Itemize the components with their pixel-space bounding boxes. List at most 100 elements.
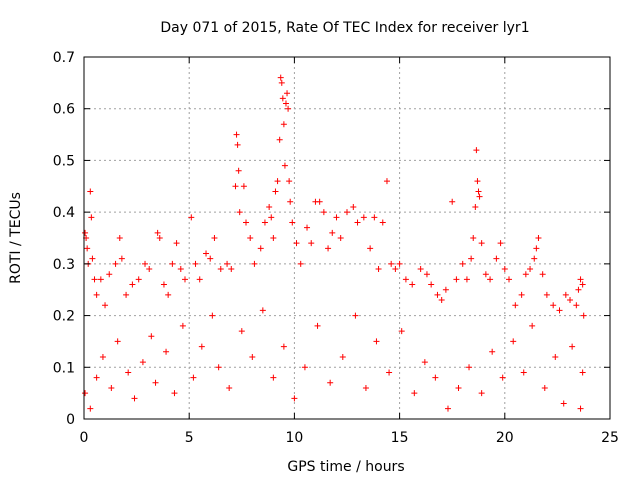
data-point — [482, 271, 489, 278]
data-point — [301, 364, 308, 371]
data-point — [123, 291, 130, 298]
data-point — [247, 235, 254, 241]
data-point — [116, 235, 123, 241]
data-point — [417, 266, 424, 273]
data-point — [207, 255, 214, 262]
data-point — [146, 266, 153, 273]
data-point — [438, 297, 445, 304]
grid — [84, 57, 610, 419]
data-point — [476, 193, 483, 200]
data-point — [280, 121, 287, 128]
data-point — [398, 328, 405, 335]
x-tick-label: 10 — [285, 430, 303, 446]
data-point — [354, 219, 361, 226]
y-tick-label: 0.4 — [53, 205, 75, 221]
data-point — [550, 302, 557, 309]
data-point — [577, 276, 584, 283]
data-point — [249, 353, 256, 360]
data-point — [114, 338, 121, 345]
data-point — [238, 328, 245, 335]
data-point — [327, 379, 334, 386]
data-point — [455, 384, 462, 391]
data-point — [474, 178, 481, 185]
y-axis-label: ROTI / TECUs — [8, 192, 24, 284]
data-point — [386, 369, 393, 376]
data-point — [533, 245, 540, 252]
data-point — [527, 266, 534, 273]
data-point — [344, 209, 350, 216]
data-point — [277, 74, 284, 81]
y-tick-label: 0.3 — [53, 257, 75, 273]
data-point — [279, 95, 286, 102]
data-point — [268, 214, 275, 221]
data-point — [562, 291, 569, 298]
data-point — [91, 276, 98, 283]
y-tick-label: 0.7 — [53, 50, 75, 66]
data-point — [560, 400, 567, 407]
data-point — [240, 183, 247, 190]
data-point — [190, 374, 197, 381]
data-point — [388, 260, 395, 267]
y-tick-label: 0 — [66, 412, 75, 428]
data-point — [539, 271, 546, 278]
y-tick-label: 0.6 — [53, 102, 75, 118]
y-tick-label: 0.5 — [53, 153, 75, 169]
data-point — [284, 90, 291, 97]
data-point — [499, 374, 506, 381]
data-point — [82, 390, 89, 397]
data-point — [402, 276, 409, 283]
data-point — [329, 229, 336, 236]
data-point — [112, 260, 119, 267]
data-point — [243, 219, 250, 226]
data-point — [339, 353, 346, 360]
data-point — [87, 405, 94, 412]
data-point — [383, 178, 390, 185]
data-point — [181, 276, 188, 283]
data-point — [139, 359, 146, 366]
data-point — [497, 240, 504, 247]
data-point — [282, 100, 289, 107]
data-point — [270, 374, 277, 381]
data-point — [154, 229, 161, 236]
data-point — [543, 291, 550, 298]
data-point — [518, 291, 525, 298]
data-point — [325, 245, 332, 252]
data-point — [135, 276, 142, 283]
data-point — [373, 338, 380, 345]
data-point — [93, 291, 100, 298]
data-point — [179, 322, 186, 329]
data-point — [280, 343, 287, 350]
data-point — [409, 281, 416, 288]
data-point — [567, 297, 574, 304]
data-point — [442, 286, 449, 293]
data-point — [522, 271, 529, 278]
data-point — [234, 141, 241, 148]
x-axis-label: GPS time / hours — [287, 459, 404, 475]
data-point — [251, 260, 258, 267]
data-point — [281, 162, 288, 169]
data-point — [84, 245, 91, 252]
data-point — [470, 235, 477, 241]
data-point — [478, 390, 485, 397]
data-point — [529, 322, 536, 329]
data-point — [287, 198, 294, 205]
x-tick-label: 25 — [601, 430, 619, 446]
y-tick-labels: 0 0.1 0.2 0.3 0.4 0.5 0.6 0.7 — [53, 50, 75, 428]
data-point — [421, 359, 428, 366]
data-point — [272, 188, 279, 195]
data-point — [459, 260, 466, 267]
data-point — [579, 281, 586, 288]
data-point — [463, 276, 470, 283]
data-point — [556, 307, 563, 314]
data-point — [198, 343, 205, 350]
y-tick-label: 0.2 — [53, 309, 75, 325]
data-point — [163, 348, 170, 355]
data-point — [316, 198, 323, 205]
data-point — [379, 219, 386, 226]
data-point — [233, 131, 240, 138]
data-point — [304, 224, 311, 231]
data-point — [203, 250, 210, 257]
data-point — [333, 214, 340, 221]
data-point — [575, 286, 582, 293]
